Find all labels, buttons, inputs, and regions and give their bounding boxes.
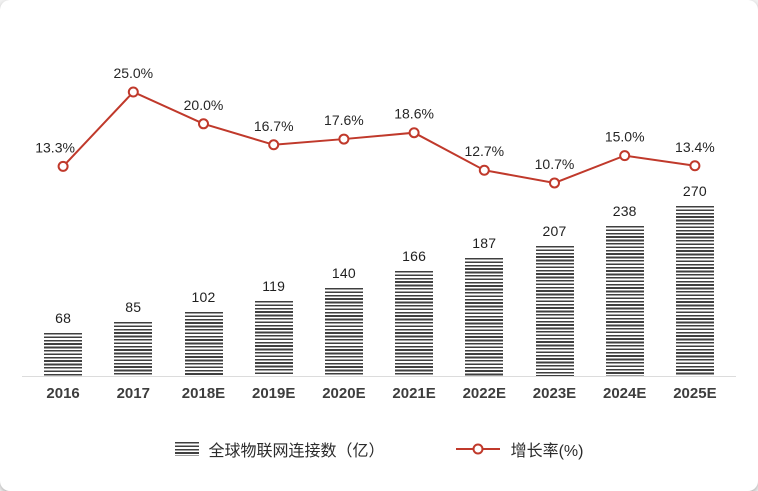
x-axis-label: 2016 bbox=[46, 385, 80, 402]
line-value-label: 13.3% bbox=[35, 139, 75, 155]
line-value-label: 25.0% bbox=[113, 65, 153, 81]
legend: 全球物联网连接数（亿） 增长率(%) bbox=[0, 437, 758, 461]
legend-item-growth: 增长率(%) bbox=[455, 437, 584, 461]
bar bbox=[324, 287, 363, 376]
line-value-label: 13.4% bbox=[675, 139, 715, 155]
line-value-label: 10.7% bbox=[535, 156, 575, 172]
x-axis-label: 2025E bbox=[673, 385, 717, 402]
bar bbox=[254, 301, 293, 376]
line-value-label: 18.6% bbox=[394, 106, 434, 122]
line-value-label: 15.0% bbox=[605, 129, 645, 145]
bar-value-label: 166 bbox=[402, 248, 427, 265]
bar bbox=[465, 258, 504, 376]
x-axis-label: 2019E bbox=[252, 385, 296, 402]
x-axis-label: 2021E bbox=[392, 385, 436, 402]
growth-line bbox=[62, 90, 696, 184]
bar bbox=[44, 333, 83, 376]
line-value-label: 16.7% bbox=[254, 118, 294, 134]
line-marker bbox=[478, 164, 490, 176]
legend-line-label: 增长率(%) bbox=[510, 443, 584, 460]
bar-value-label: 102 bbox=[191, 288, 216, 305]
bar-value-label: 140 bbox=[331, 264, 356, 281]
bar bbox=[395, 271, 434, 376]
bar-value-label: 270 bbox=[682, 183, 707, 199]
line-marker bbox=[198, 118, 209, 130]
x-axis-label: 2024E bbox=[603, 385, 647, 402]
line-value-label: 12.7% bbox=[464, 143, 504, 159]
x-axis-line bbox=[22, 376, 736, 377]
bar bbox=[605, 226, 644, 376]
x-axis-label: 2017 bbox=[116, 385, 150, 402]
line-marker-icon bbox=[455, 443, 500, 455]
line-marker bbox=[549, 177, 560, 189]
line-marker bbox=[57, 160, 69, 172]
x-axis-labels: 2016 2017 2018E 2019E 2020E 2021E 2022E 2023E 20… bbox=[28, 385, 730, 407]
x-axis-label: 2018E bbox=[181, 385, 226, 402]
legend-item-connections: 全球物联网连接数（亿） bbox=[174, 437, 385, 461]
bar-swatch-icon bbox=[174, 442, 199, 456]
legend-bar-label: 全球物联网连接数（亿） bbox=[208, 443, 385, 460]
line-marker bbox=[127, 86, 139, 98]
bar-value-label: 85 bbox=[125, 299, 142, 316]
bar bbox=[114, 322, 153, 376]
line-marker bbox=[619, 150, 631, 162]
x-axis-label: 2020E bbox=[322, 385, 366, 402]
line-marker bbox=[268, 139, 280, 151]
line-marker bbox=[408, 127, 420, 139]
bar bbox=[675, 206, 714, 376]
bar bbox=[535, 245, 574, 376]
bar bbox=[184, 311, 223, 376]
bar-value-label: 207 bbox=[542, 222, 567, 239]
bar-value-label: 238 bbox=[612, 203, 637, 220]
bar-value-label: 68 bbox=[55, 310, 72, 327]
line-marker bbox=[689, 160, 701, 172]
bar-value-label: 187 bbox=[472, 235, 497, 252]
line-value-label: 20.0% bbox=[184, 97, 224, 113]
line-value-label: 17.6% bbox=[324, 112, 364, 128]
line-marker bbox=[338, 133, 350, 145]
x-axis-label: 2023E bbox=[532, 385, 577, 402]
x-axis-label: 2022E bbox=[462, 385, 506, 402]
bar-value-label: 119 bbox=[262, 278, 286, 295]
